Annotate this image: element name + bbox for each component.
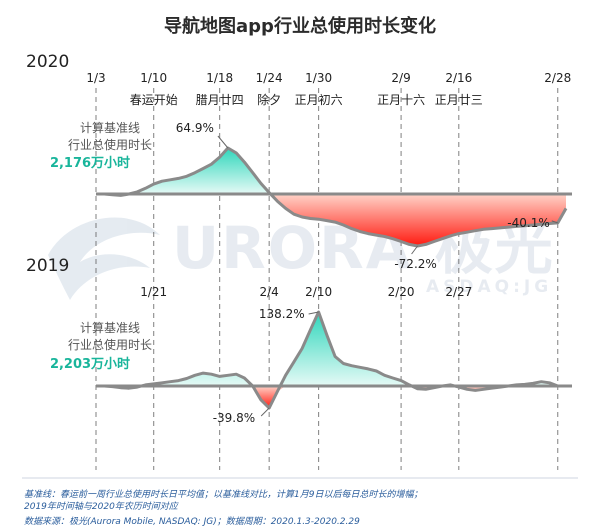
watermark-logo-icon (48, 217, 160, 300)
baseline-caption-2020-line1: 计算基准线 (80, 120, 140, 135)
year-label-2020: 2020 (26, 52, 69, 72)
data-label-2020-0: 64.9% (176, 121, 214, 135)
annotation-leader-2020-2 (551, 220, 558, 224)
x-event-label-2020-4: 正月十六 (377, 93, 425, 107)
x-tick-label-2020-4: 1/30 (305, 71, 332, 85)
x-tick-label-2020-7: 2/28 (544, 71, 571, 85)
x-tick-label-2019-0: 1/21 (140, 285, 167, 299)
x-axis-2019: 1/21 2/4 2/10 2/20 2/27 (140, 285, 472, 299)
baseline-caption-2019-line2: 行业总使用时长 (68, 337, 152, 352)
data-label-2019-1: 138.2% (259, 307, 305, 321)
x-tick-label-2020-1: 1/10 (140, 71, 167, 85)
x-tick-label-2020-2: 1/18 (206, 71, 233, 85)
footnote-1-part1: 基准线：春运前一周行业总使用时长日平均值；以基准线对比，计算1月9日以后每日总时… (24, 489, 422, 500)
annotation-leader-2020-1 (411, 245, 418, 255)
annotation-leader-2020-0 (217, 135, 229, 149)
area-positive-2020 (96, 148, 566, 194)
x-tick-label-2020-3: 1/24 (256, 71, 283, 85)
watermark-subtext: ASDAQ:JG (426, 277, 552, 297)
year-label-2019: 2019 (26, 256, 69, 276)
plot-2019: -39.8% 138.2% (96, 307, 572, 425)
footnote-2: 数据来源：极光(Aurora Mobile, NASDAQ: JG)；数据周期：… (24, 516, 360, 527)
x-tick-label-2019-4: 2/27 (445, 285, 472, 299)
x-tick-label-2019-3: 2/20 (388, 285, 415, 299)
baseline-value-2019: 2,203万小时 (50, 356, 130, 372)
plot-2020: 64.9% -72.2% -40.1% (96, 121, 572, 271)
annotation-leader-2019-0 (260, 407, 270, 417)
x-event-label-2020-2: 除夕 (257, 92, 281, 107)
data-label-2020-1: -72.2% (394, 257, 436, 271)
data-label-2019-0: -39.8% (213, 411, 255, 425)
series-line-2019 (96, 310, 566, 410)
x-tick-label-2020-6: 2/16 (445, 71, 472, 85)
x-tick-label-2019-2: 2/10 (305, 285, 332, 299)
x-tick-label-2020-0: 1/3 (86, 71, 105, 85)
x-event-label-2020-3: 正月初六 (295, 93, 343, 107)
page-title: 导航地图app行业总使用时长变化 (164, 15, 436, 37)
x-event-label-2020-0: 春运开始 (130, 93, 178, 107)
annotation-leader-2019-1 (308, 311, 319, 315)
x-event-label-2020-1: 腊月廿四 (196, 93, 244, 107)
baseline-caption-2019-line1: 计算基准线 (80, 320, 140, 335)
data-label-2020-2: -40.1% (507, 216, 549, 230)
x-tick-label-2020-5: 2/9 (391, 71, 410, 85)
baseline-caption-2020-line2: 行业总使用时长 (68, 137, 152, 152)
footnote-1-part2: 2019年时间轴与2020年农历时间对应 (24, 501, 180, 512)
x-tick-label-2019-1: 2/4 (260, 285, 279, 299)
x-axis-2020: 1/3 1/10 1/18 1/24 1/30 2/9 2/16 2/28 春运开始 腊月廿四 除夕… (86, 71, 571, 470)
baseline-value-2020: 2,176万小时 (50, 155, 130, 171)
area-negative-2019 (96, 386, 566, 408)
x-event-label-2020-5: 正月廿三 (435, 93, 483, 107)
series-line-2020 (96, 146, 568, 248)
